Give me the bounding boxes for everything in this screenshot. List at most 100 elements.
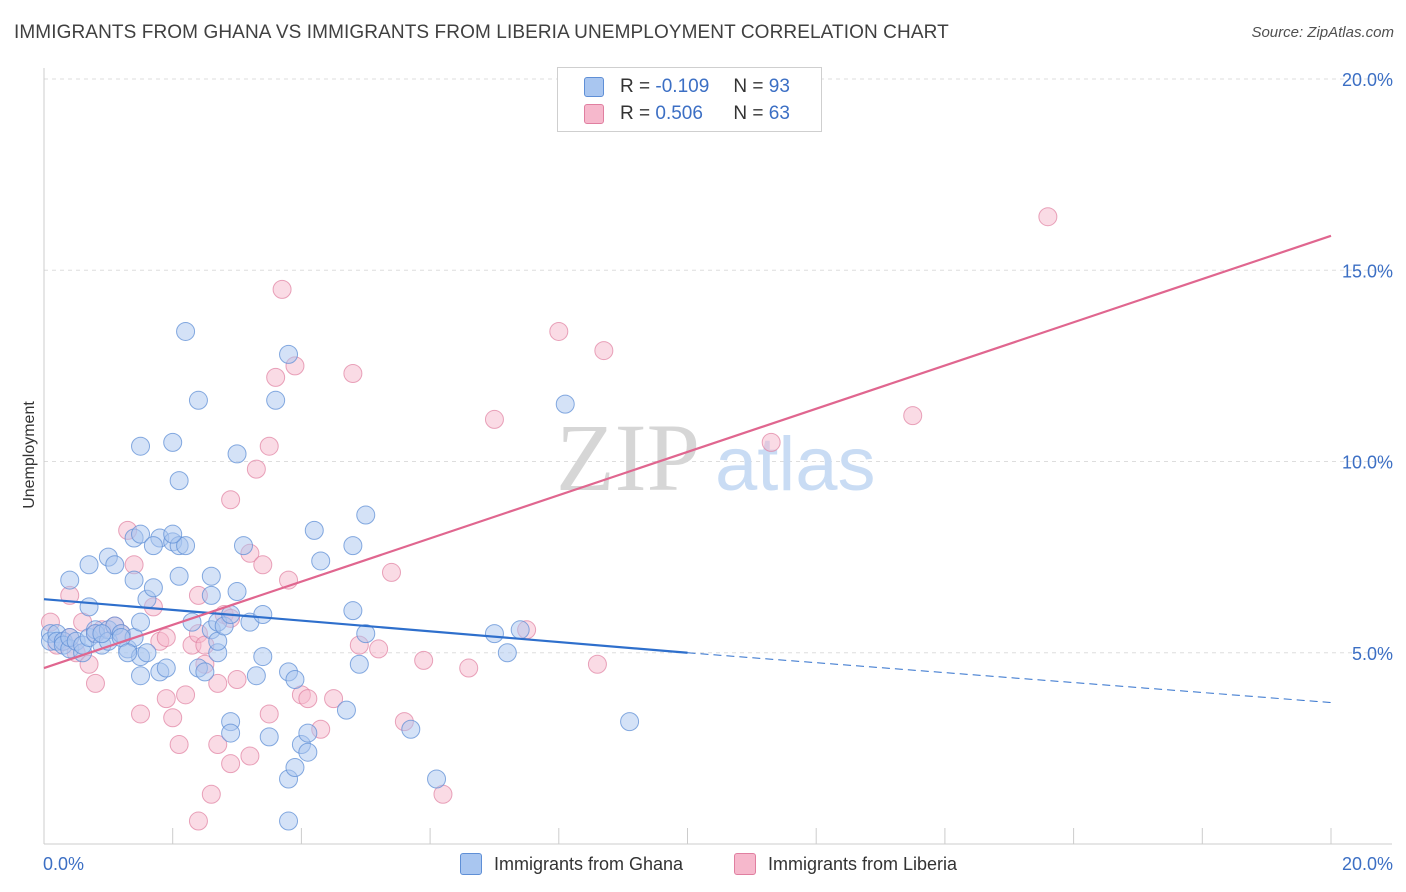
ghana-point — [143, 536, 163, 556]
ghana-points — [40, 321, 640, 831]
chart-title: IMMIGRANTS FROM GHANA VS IMMIGRANTS FROM… — [14, 22, 949, 43]
liberia-point — [549, 321, 569, 341]
liberia-point — [272, 279, 292, 299]
liberia-point — [587, 654, 607, 674]
ghana-point — [92, 624, 112, 644]
liberia-point — [381, 562, 401, 582]
ghana-point — [156, 658, 176, 678]
ghana-point — [279, 344, 299, 364]
ghana-point — [176, 536, 196, 556]
liberia-point — [324, 689, 344, 709]
legend-liberia-r-label: R = — [620, 103, 651, 124]
ghana-point — [163, 432, 183, 452]
ghana-point — [118, 643, 138, 663]
legend-liberia-n-label: N = — [733, 103, 764, 124]
liberia-point — [201, 784, 221, 804]
ghana-point — [131, 666, 151, 686]
ghana-point — [169, 566, 189, 586]
y-tick-label: 15.0% — [1342, 261, 1393, 281]
bottom-legend-liberia: Immigrants from Liberia — [734, 852, 957, 876]
ghana-point — [253, 605, 273, 624]
liberia-point — [761, 432, 781, 452]
y-tick-label: 10.0% — [1342, 453, 1393, 473]
ghana-point — [298, 742, 318, 762]
ghana-point — [188, 390, 208, 410]
ghana-point — [201, 566, 221, 586]
legend-ghana-r-value: -0.109 — [655, 76, 710, 97]
liberia-point — [1038, 207, 1058, 227]
axes — [43, 68, 1392, 845]
watermark: ZIP atlas — [556, 404, 876, 511]
bottom-legend-swatch-ghana — [460, 853, 482, 875]
legend-ghana-n-label: N = — [733, 76, 764, 97]
liberia-point — [903, 406, 923, 426]
ghana-point — [60, 570, 80, 590]
legend-row-ghana: R = -0.109 N = 93 — [584, 74, 790, 100]
legend-liberia-r-value: 0.506 — [655, 103, 703, 124]
ghana-point — [105, 555, 125, 575]
legend-row-liberia: R = 0.506 N = 63 — [584, 101, 790, 127]
ghana-point — [79, 597, 99, 617]
ghana-point — [279, 811, 299, 831]
bottom-legend-liberia-label: Immigrants from Liberia — [768, 853, 958, 874]
liberia-point — [369, 639, 389, 659]
ghana-point — [555, 394, 575, 414]
bottom-legend-ghana: Immigrants from Ghana — [460, 852, 683, 876]
source-label: Source: ZipAtlas.com — [1251, 24, 1394, 41]
ghana-point — [169, 471, 189, 491]
liberia-point — [208, 673, 228, 693]
ghana-point — [259, 727, 279, 747]
ghana-point — [304, 520, 324, 540]
ghana-point — [195, 662, 215, 682]
y-tick-label: 5.0% — [1352, 644, 1393, 664]
ghana-point — [510, 620, 530, 640]
ghana-point — [246, 666, 266, 686]
ghana-point — [343, 536, 363, 556]
liberia-point — [594, 341, 614, 361]
ghana-point — [124, 570, 144, 590]
ghana-point — [356, 505, 376, 525]
ghana-point — [131, 524, 151, 544]
liberia-point — [208, 735, 228, 755]
x-tick-label-end: 20.0% — [1342, 854, 1393, 874]
y-tick-label: 20.0% — [1342, 70, 1393, 90]
ghana-point — [311, 551, 331, 571]
ghana-point — [176, 321, 196, 341]
liberia-point — [169, 735, 189, 755]
liberia-trend-line — [43, 234, 1332, 670]
liberia-point — [414, 650, 434, 670]
ghana-point — [266, 390, 286, 410]
ghana-point — [336, 700, 356, 720]
liberia-point — [253, 555, 273, 575]
liberia-point — [240, 746, 260, 766]
liberia-points — [40, 207, 1058, 831]
y-axis-label: Unemployment — [21, 401, 38, 509]
ghana-point — [427, 769, 447, 789]
ghana-point — [343, 601, 363, 621]
ghana-point — [79, 555, 99, 575]
liberia-point — [131, 704, 151, 724]
ghana-point — [497, 643, 517, 663]
legend-swatch-liberia — [584, 104, 604, 124]
liberia-point — [343, 364, 363, 384]
ghana-point — [221, 723, 241, 743]
liberia-point — [221, 490, 241, 510]
liberia-point — [188, 811, 208, 831]
liberia-point — [259, 704, 279, 724]
ghana-point — [356, 624, 376, 644]
x-tick-label-start: 0.0% — [43, 854, 84, 874]
ghana-point — [285, 758, 305, 777]
legend: R = -0.109 N = 93 R = 0.506 N = 63 — [557, 67, 822, 132]
ghana-point — [137, 643, 157, 663]
ghana-trend-line — [43, 598, 688, 654]
ghana-point — [163, 524, 183, 544]
ghana-point — [401, 719, 421, 739]
legend-swatch-ghana — [584, 77, 604, 97]
trend-lines — [43, 234, 1332, 703]
ghana-point — [298, 723, 318, 743]
liberia-point — [85, 673, 105, 693]
liberia-point — [246, 459, 266, 479]
liberia-point — [221, 754, 241, 774]
ghana-point — [285, 670, 305, 690]
